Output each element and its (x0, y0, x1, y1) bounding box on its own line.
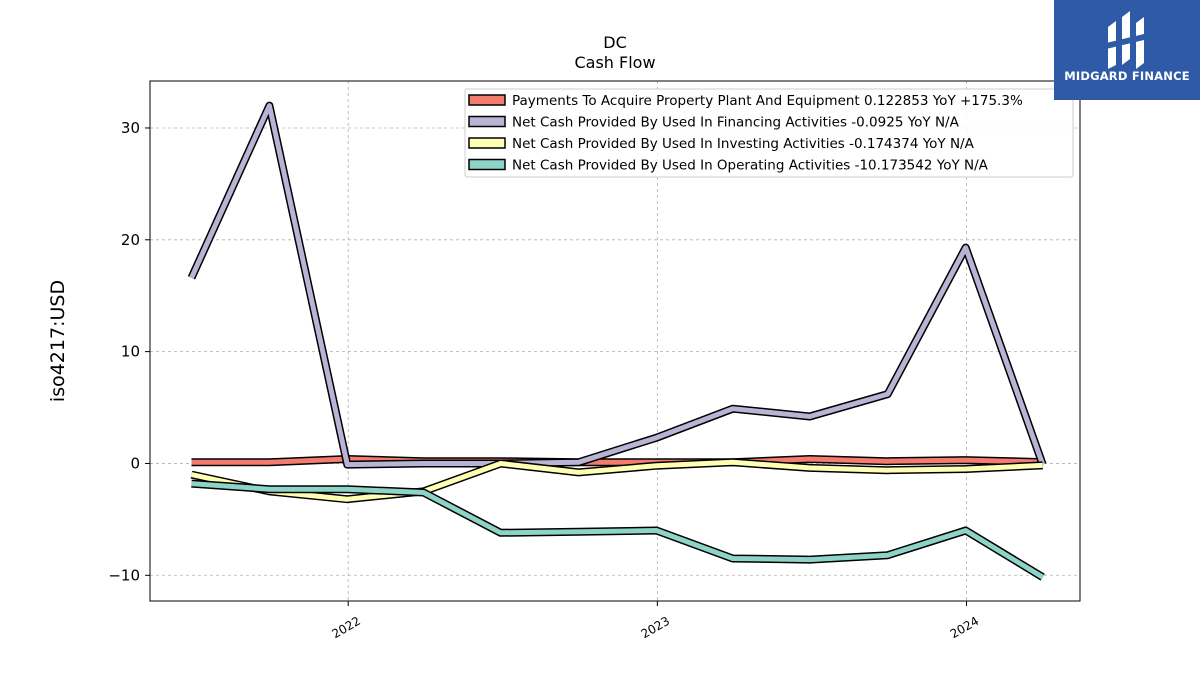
y-tick-label: 30 (121, 119, 140, 137)
x-tick-label: 2023 (639, 614, 672, 641)
legend-swatch-1 (468, 115, 506, 128)
legend-label-0: Payments To Acquire Property Plant And E… (512, 93, 1023, 109)
legend-swatch-2 (468, 137, 506, 149)
legend-label-2: Net Cash Provided By Used In Investing A… (512, 136, 975, 152)
legend: Payments To Acquire Property Plant And E… (464, 88, 1074, 178)
chart-title: DC (603, 33, 627, 52)
brand-logo: MIDGARD FINANCE (1054, 0, 1200, 100)
y-axis-label: iso4217:USD (47, 280, 69, 402)
series-line-3 (191, 481, 1044, 580)
y-axis: −10 0 10 20 30 (108, 119, 150, 584)
y-tick-label: −10 (108, 566, 140, 584)
legend-box (464, 88, 1074, 178)
y-tick-label: 10 (121, 343, 140, 361)
legend-swatch-0 (468, 94, 506, 106)
series-lines (187, 101, 1047, 581)
legend-label-1: Net Cash Provided By Used In Financing A… (512, 115, 960, 131)
legend-label-3: Net Cash Provided By Used In Operating A… (512, 158, 989, 174)
legend-swatch-3 (468, 158, 506, 171)
y-tick-label: 0 (130, 454, 140, 472)
brand-name: MIDGARD FINANCE (1064, 69, 1190, 83)
series-line-2 (190, 459, 1043, 502)
series-line-0 (191, 456, 1043, 465)
chart-subtitle: Cash Flow (574, 53, 655, 72)
series-line-1 (189, 103, 1046, 468)
plot-frame (149, 80, 1081, 602)
x-tick-label: 2024 (948, 614, 981, 641)
x-axis: 2022 2023 2024 (329, 601, 981, 641)
x-tick-label: 2022 (329, 614, 362, 641)
y-tick-label: 20 (121, 231, 140, 249)
midgard-logo-icon (1106, 11, 1148, 69)
